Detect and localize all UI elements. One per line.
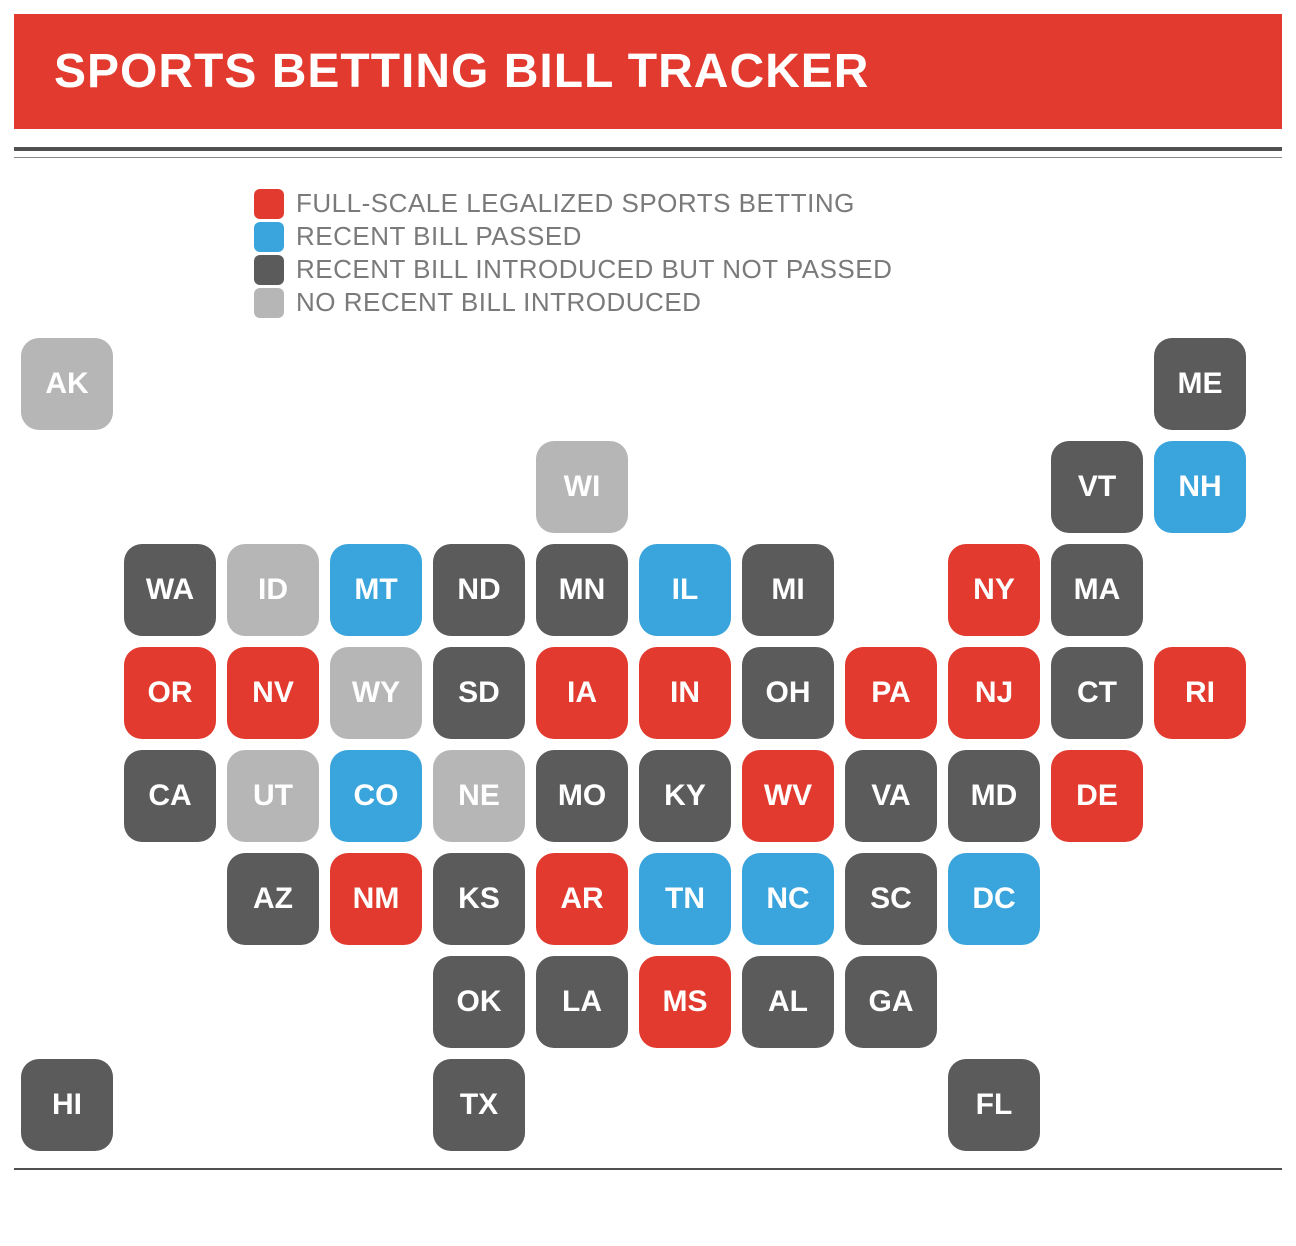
legend: FULL-SCALE LEGALIZED SPORTS BETTINGRECEN…	[254, 188, 1282, 318]
state-tile-ny[interactable]: NY	[948, 544, 1040, 636]
state-tile-mt[interactable]: MT	[330, 544, 422, 636]
divider-thick	[14, 147, 1282, 151]
state-tile-ut[interactable]: UT	[227, 750, 319, 842]
state-tile-wi[interactable]: WI	[536, 441, 628, 533]
infographic-container: SPORTS BETTING BILL TRACKER FULL-SCALE L…	[0, 0, 1296, 1184]
legend-label: FULL-SCALE LEGALIZED SPORTS BETTING	[296, 188, 855, 219]
state-tile-de[interactable]: DE	[1051, 750, 1143, 842]
divider-bottom	[14, 1168, 1282, 1170]
state-tile-wa[interactable]: WA	[124, 544, 216, 636]
legend-swatch	[254, 255, 284, 285]
divider-thin	[14, 157, 1282, 158]
state-tile-sc[interactable]: SC	[845, 853, 937, 945]
state-tile-tx[interactable]: TX	[433, 1059, 525, 1151]
state-tile-ia[interactable]: IA	[536, 647, 628, 739]
state-tile-ks[interactable]: KS	[433, 853, 525, 945]
state-tile-az[interactable]: AZ	[227, 853, 319, 945]
legend-swatch	[254, 288, 284, 318]
state-tile-oh[interactable]: OH	[742, 647, 834, 739]
legend-row: RECENT BILL PASSED	[254, 221, 1282, 252]
state-tile-nm[interactable]: NM	[330, 853, 422, 945]
state-tile-mi[interactable]: MI	[742, 544, 834, 636]
state-tile-ak[interactable]: AK	[21, 338, 113, 430]
state-tile-sd[interactable]: SD	[433, 647, 525, 739]
state-tile-tn[interactable]: TN	[639, 853, 731, 945]
state-tile-ne[interactable]: NE	[433, 750, 525, 842]
state-tile-mn[interactable]: MN	[536, 544, 628, 636]
state-tile-nh[interactable]: NH	[1154, 441, 1246, 533]
state-tile-mo[interactable]: MO	[536, 750, 628, 842]
state-tile-fl[interactable]: FL	[948, 1059, 1040, 1151]
state-tile-ma[interactable]: MA	[1051, 544, 1143, 636]
legend-label: RECENT BILL INTRODUCED BUT NOT PASSED	[296, 254, 892, 285]
state-tile-wy[interactable]: WY	[330, 647, 422, 739]
state-tile-ca[interactable]: CA	[124, 750, 216, 842]
legend-swatch	[254, 222, 284, 252]
state-tile-ms[interactable]: MS	[639, 956, 731, 1048]
state-tile-ar[interactable]: AR	[536, 853, 628, 945]
state-tile-ga[interactable]: GA	[845, 956, 937, 1048]
state-tile-vt[interactable]: VT	[1051, 441, 1143, 533]
state-tile-me[interactable]: ME	[1154, 338, 1246, 430]
legend-label: RECENT BILL PASSED	[296, 221, 582, 252]
state-tile-ky[interactable]: KY	[639, 750, 731, 842]
legend-swatch	[254, 189, 284, 219]
state-tile-hi[interactable]: HI	[21, 1059, 113, 1151]
page-title: SPORTS BETTING BILL TRACKER	[54, 44, 1242, 99]
legend-row: RECENT BILL INTRODUCED BUT NOT PASSED	[254, 254, 1282, 285]
state-tile-in[interactable]: IN	[639, 647, 731, 739]
state-tile-ri[interactable]: RI	[1154, 647, 1246, 739]
state-tile-ok[interactable]: OK	[433, 956, 525, 1048]
state-tile-nc[interactable]: NC	[742, 853, 834, 945]
state-tile-dc[interactable]: DC	[948, 853, 1040, 945]
state-tile-la[interactable]: LA	[536, 956, 628, 1048]
state-tile-pa[interactable]: PA	[845, 647, 937, 739]
state-tile-md[interactable]: MD	[948, 750, 1040, 842]
header-banner: SPORTS BETTING BILL TRACKER	[14, 14, 1282, 129]
state-tile-or[interactable]: OR	[124, 647, 216, 739]
state-tile-ct[interactable]: CT	[1051, 647, 1143, 739]
state-tile-id[interactable]: ID	[227, 544, 319, 636]
state-tile-nv[interactable]: NV	[227, 647, 319, 739]
legend-row: FULL-SCALE LEGALIZED SPORTS BETTING	[254, 188, 1282, 219]
state-tile-nd[interactable]: ND	[433, 544, 525, 636]
state-tile-wv[interactable]: WV	[742, 750, 834, 842]
state-tile-nj[interactable]: NJ	[948, 647, 1040, 739]
state-tile-al[interactable]: AL	[742, 956, 834, 1048]
legend-label: NO RECENT BILL INTRODUCED	[296, 287, 701, 318]
state-tile-va[interactable]: VA	[845, 750, 937, 842]
state-tile-il[interactable]: IL	[639, 544, 731, 636]
state-tile-co[interactable]: CO	[330, 750, 422, 842]
legend-row: NO RECENT BILL INTRODUCED	[254, 287, 1282, 318]
state-tile-map: AK ME WI VTNH WAIDMTNDMNILMI NYMA ORNVWYSDIAIN…	[14, 338, 1282, 1158]
